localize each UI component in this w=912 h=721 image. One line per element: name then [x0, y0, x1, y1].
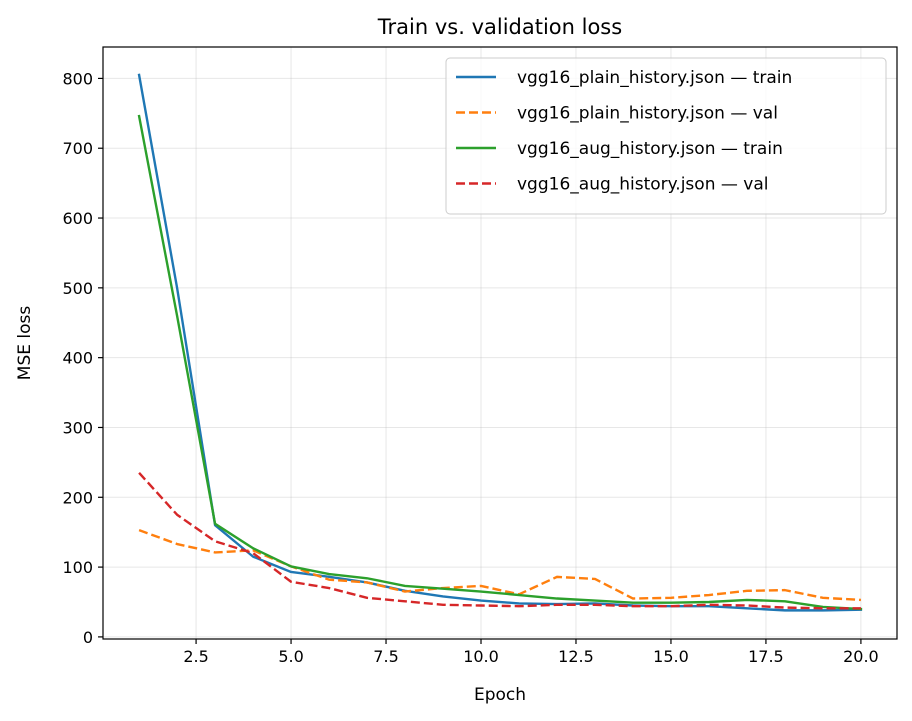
y-tick-label: 800: [62, 69, 93, 88]
x-tick-label: 17.5: [748, 647, 784, 666]
y-tick-label: 400: [62, 349, 93, 368]
y-tick-label: 500: [62, 279, 93, 298]
x-tick-label: 10.0: [463, 647, 499, 666]
x-tick-label: 2.5: [183, 647, 208, 666]
y-axis-label: MSE loss: [15, 306, 35, 381]
legend-label: vgg16_plain_history.json — val: [517, 104, 778, 124]
y-tick-label: 100: [62, 558, 93, 577]
legend-label: vgg16_aug_history.json — train: [517, 139, 783, 159]
legend: vgg16_plain_history.json — train vgg16_pl…: [445, 57, 887, 215]
x-tick-label: 15.0: [653, 647, 689, 666]
x-tick-label: 5.0: [278, 647, 303, 666]
series-lines: [137, 73, 863, 612]
plot-frame: [102, 46, 898, 640]
legend-label: vgg16_plain_history.json — train: [517, 68, 792, 88]
x-tick-label: 7.5: [373, 647, 398, 666]
x-tick-label: 12.5: [558, 647, 594, 666]
series-line-4: [138, 472, 861, 610]
y-tick-label: 300: [62, 418, 93, 437]
chart-title: Train vs. validation loss: [377, 15, 622, 39]
legend-box: [445, 57, 887, 215]
y-tick-label: 0: [83, 628, 93, 647]
y-tick-label: 600: [62, 209, 93, 228]
axis-ticks: 2.5 5.0 7.5 10.0 12.5 15.0 17.5 20.0 0 100 200 300 4…: [62, 69, 878, 666]
series-line-2: [138, 528, 861, 602]
y-tick-label: 200: [62, 488, 93, 507]
x-axis-label: Epoch: [474, 685, 526, 705]
legend-label: vgg16_aug_history.json — val: [517, 175, 768, 195]
x-tick-label: 20.0: [843, 647, 879, 666]
series-line-3: [137, 114, 863, 611]
y-tick-label: 700: [62, 139, 93, 158]
